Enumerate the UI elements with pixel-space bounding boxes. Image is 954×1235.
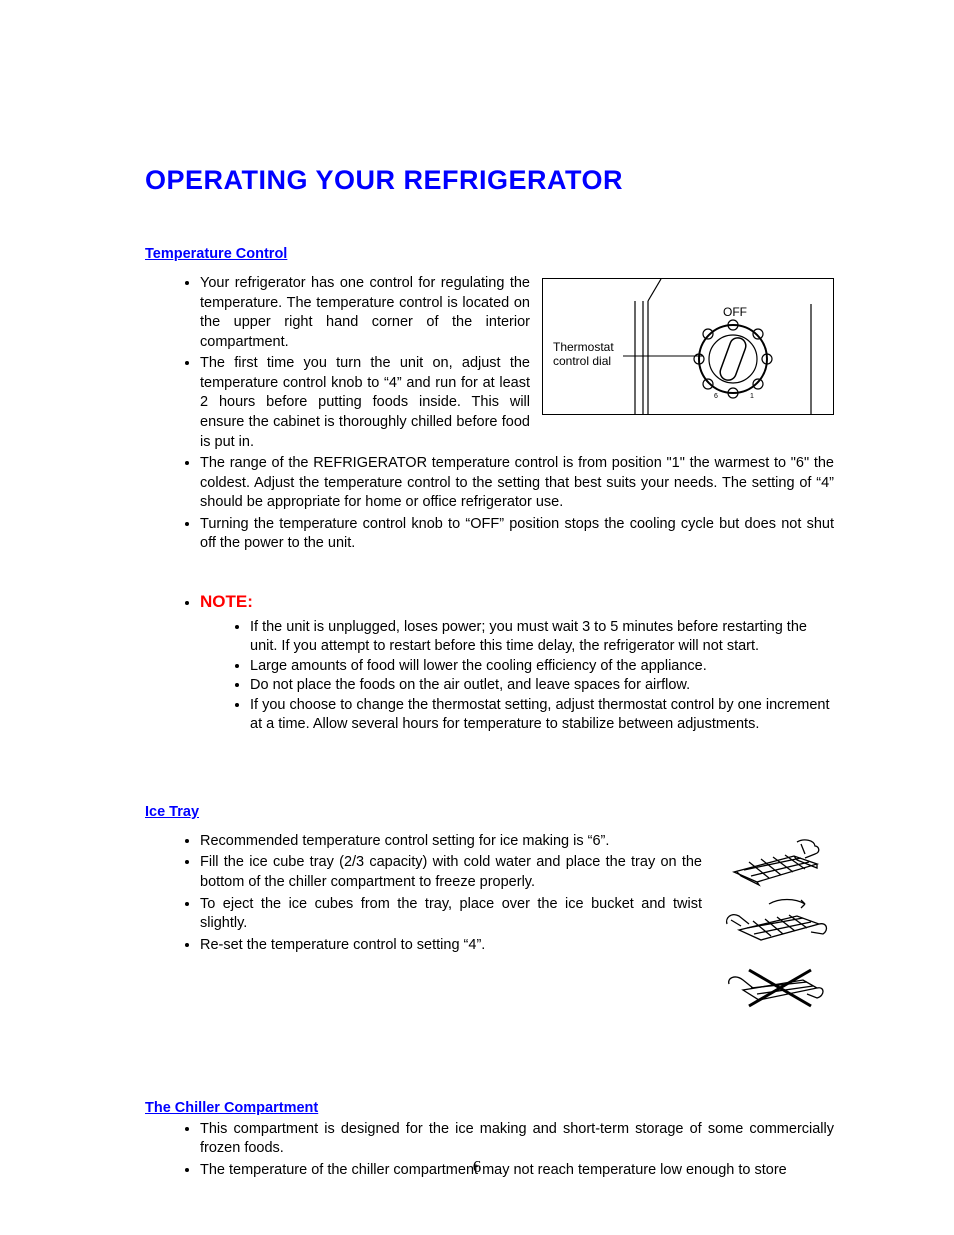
thermostat-label-left: Thermostat control dial bbox=[553, 341, 614, 369]
list-item: If the unit is unplugged, loses power; y… bbox=[250, 618, 834, 656]
page-title: OPERATING YOUR REFRIGERATOR bbox=[145, 165, 834, 196]
ice-twist-icon bbox=[719, 894, 829, 950]
document-page: OPERATING YOUR REFRIGERATOR Temperature … bbox=[0, 0, 954, 1235]
list-item: Turning the temperature control knob to … bbox=[200, 515, 834, 554]
list-item: This compartment is designed for the ice… bbox=[200, 1120, 834, 1159]
list-item: The range of the REFRIGERATOR temperatur… bbox=[200, 454, 834, 513]
thermostat-label-left-text: Thermostat control dial bbox=[553, 340, 614, 368]
note-heading: NOTE: bbox=[200, 592, 253, 611]
note-list: If the unit is unplugged, loses power; y… bbox=[200, 618, 834, 734]
ice-tray-figures bbox=[714, 832, 834, 1020]
thermostat-figure: 6 1 Thermostat control dial OFF bbox=[542, 278, 834, 415]
ice-fill-icon bbox=[719, 832, 829, 888]
list-item: If you choose to change the thermostat s… bbox=[250, 696, 834, 734]
section-heading-ice-tray: Ice Tray bbox=[145, 804, 834, 820]
section-heading-chiller: The Chiller Compartment bbox=[145, 1100, 834, 1116]
svg-text:1: 1 bbox=[750, 393, 754, 400]
page-number: 6 bbox=[0, 1157, 954, 1177]
ice-do-not-icon bbox=[719, 956, 829, 1014]
list-item: Large amounts of food will lower the coo… bbox=[250, 657, 834, 676]
list-item: Do not place the foods on the air outlet… bbox=[250, 676, 834, 695]
thermostat-label-off: OFF bbox=[723, 305, 747, 319]
note-container: NOTE: If the unit is unplugged, loses po… bbox=[145, 591, 834, 734]
svg-text:6: 6 bbox=[714, 393, 718, 400]
section-heading-temperature-control: Temperature Control bbox=[145, 246, 834, 262]
